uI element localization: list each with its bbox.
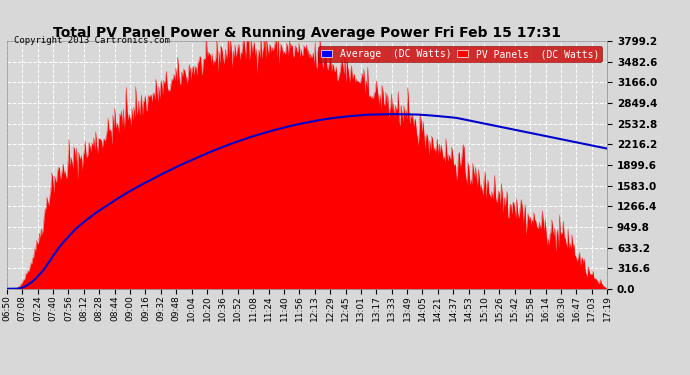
Text: Copyright 2013 Cartronics.com: Copyright 2013 Cartronics.com xyxy=(14,36,170,45)
Title: Total PV Panel Power & Running Average Power Fri Feb 15 17:31: Total PV Panel Power & Running Average P… xyxy=(53,26,561,40)
Legend: Average  (DC Watts), PV Panels  (DC Watts): Average (DC Watts), PV Panels (DC Watts) xyxy=(318,46,602,62)
